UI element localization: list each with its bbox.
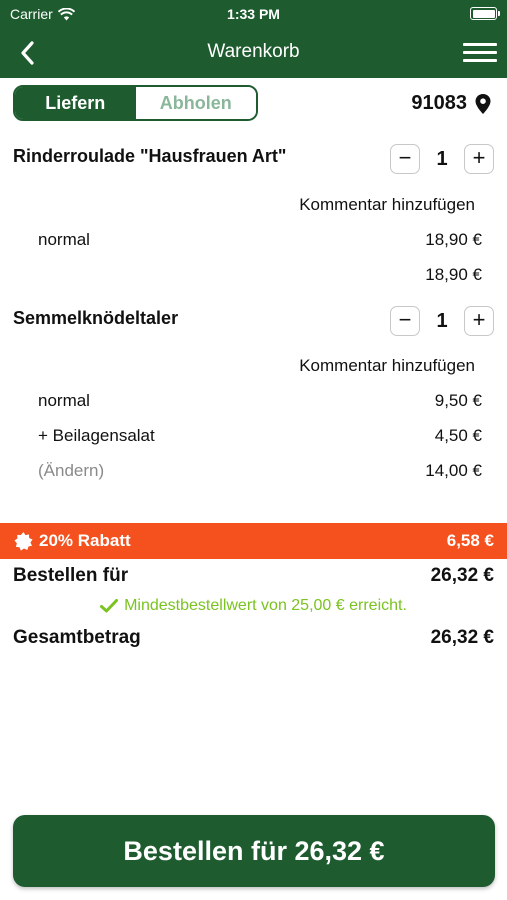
change-options-link[interactable]: (Ändern) — [38, 461, 105, 480]
quantity-value: 1 — [436, 309, 448, 332]
item-name: Semmelknödeltaler — [13, 308, 179, 328]
carrier-label: Carrier — [10, 6, 53, 22]
back-button[interactable] — [14, 38, 44, 68]
item-total: 14,00 € — [425, 461, 482, 480]
discount-label: 20% Rabatt — [39, 531, 131, 550]
discount-value: 6,58 € — [446, 531, 494, 550]
option-price: 18,90 € — [425, 230, 482, 249]
discount-banner: 20% Rabatt 6,58 € — [0, 523, 507, 559]
carrier-info: Carrier — [10, 6, 75, 22]
location-selector[interactable]: 91083 — [411, 92, 491, 115]
quantity-stepper: − 1 + — [390, 144, 494, 174]
item-name: Rinderroulade "Hausfrauen Art" — [13, 146, 287, 166]
battery-icon — [470, 7, 500, 20]
nav-bar: Warenkorb — [0, 28, 507, 78]
clock: 1:33 PM — [227, 6, 280, 22]
menu-button[interactable] — [463, 39, 497, 67]
decrease-button[interactable]: − — [390, 306, 420, 336]
option-price: 4,50 € — [434, 426, 482, 445]
increase-button[interactable]: + — [464, 144, 494, 174]
chevron-left-icon — [21, 41, 34, 65]
min-order-note: Mindestbestellwert von 25,00 € erreicht. — [0, 597, 507, 615]
quantity-stepper: − 1 + — [390, 306, 494, 336]
status-bar: Carrier 1:33 PM — [0, 0, 507, 28]
add-comment-link[interactable]: Kommentar hinzufügen — [299, 195, 475, 214]
option-label: normal — [38, 391, 90, 410]
order-for-label: Bestellen für — [13, 565, 129, 586]
wifi-icon — [57, 7, 75, 20]
item-total: 18,90 € — [425, 265, 482, 284]
zip-code: 91083 — [411, 92, 467, 114]
add-comment-link[interactable]: Kommentar hinzufügen — [299, 356, 475, 375]
decrease-button[interactable]: − — [390, 144, 420, 174]
location-pin-icon — [475, 93, 491, 114]
option-label: + Beilagensalat — [38, 426, 155, 445]
page-title: Warenkorb — [207, 41, 300, 62]
badge-icon — [14, 531, 33, 551]
place-order-button[interactable]: Bestellen für 26,32 € — [13, 815, 495, 887]
tab-deliver[interactable]: Liefern — [15, 87, 136, 119]
checkmark-icon — [100, 599, 119, 613]
option-price: 9,50 € — [434, 391, 482, 410]
grand-total-value: 26,32 € — [430, 627, 494, 648]
grand-total-label: Gesamtbetrag — [13, 627, 141, 648]
quantity-value: 1 — [436, 147, 448, 170]
min-order-text: Mindestbestellwert von 25,00 € erreicht. — [124, 597, 407, 614]
tab-pickup[interactable]: Abholen — [135, 87, 256, 119]
order-mode-toggle: Liefern Abholen — [13, 85, 258, 121]
hamburger-icon — [463, 43, 497, 62]
increase-button[interactable]: + — [464, 306, 494, 336]
option-label: normal — [38, 230, 90, 249]
order-for-value: 26,32 € — [430, 565, 494, 586]
